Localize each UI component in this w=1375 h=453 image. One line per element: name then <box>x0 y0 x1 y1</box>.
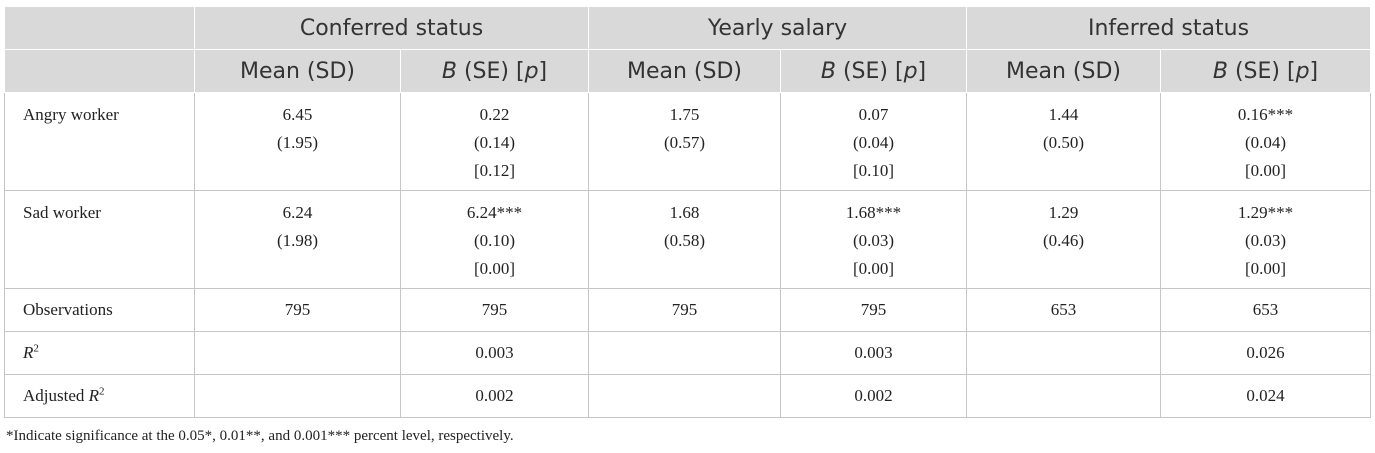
row-label: R2 <box>4 331 195 375</box>
header-b-se-p: B (SE) [p] <box>780 49 968 93</box>
header-yearly-salary: Yearly salary <box>588 6 968 50</box>
row-label: Adjusted R2 <box>4 374 195 418</box>
row-label: Observations <box>4 288 195 332</box>
cell-inferred-mean: 1.44 (0.50) <box>966 92 1162 191</box>
cell-value: 0.002 <box>399 374 590 418</box>
header-b-se-p: B (SE) [p] <box>1160 49 1372 93</box>
table-row-sad-worker: Sad worker 6.24 (1.98) 6.24*** (0.10) [0.00… <box>4 190 1372 289</box>
row-label: Angry worker <box>4 92 195 191</box>
cell-value <box>966 331 1162 375</box>
cell-value <box>194 331 401 375</box>
cell-salary-b: 1.68*** (0.03) [0.00] <box>780 190 968 289</box>
cell-value: 653 <box>966 288 1162 332</box>
cell-value: 795 <box>588 288 782 332</box>
header-mean-sd: Mean (SD) <box>194 49 401 93</box>
table-row-angry-worker: Angry worker 6.45 (1.95) 0.22 (0.14) [0.12]… <box>4 92 1372 191</box>
cell-value: 795 <box>399 288 590 332</box>
cell-inferred-mean: 1.29 (0.46) <box>966 190 1162 289</box>
cell-inferred-b: 0.16*** (0.04) [0.00] <box>1160 92 1372 191</box>
cell-value: 0.024 <box>1160 374 1372 418</box>
cell-value <box>588 331 782 375</box>
header-conferred-status: Conferred status <box>193 6 590 50</box>
cell-conferred-b: 0.22 (0.14) [0.12] <box>399 92 590 191</box>
regression-table: Conferred status Yearly salary Inferred … <box>4 6 1372 418</box>
header-mean-sd: Mean (SD) <box>966 49 1162 93</box>
table-row-r2: R2 0.003 0.003 0.026 <box>4 331 1372 375</box>
row-label: Sad worker <box>4 190 195 289</box>
cell-value <box>966 374 1162 418</box>
cell-conferred-mean: 6.45 (1.95) <box>194 92 401 191</box>
cell-salary-mean: 1.75 (0.57) <box>588 92 782 191</box>
cell-value: 0.002 <box>780 374 968 418</box>
header-inferred-status: Inferred status <box>966 6 1372 50</box>
cell-value: 0.026 <box>1160 331 1372 375</box>
cell-value: 653 <box>1160 288 1372 332</box>
cell-value: 0.003 <box>780 331 968 375</box>
header-b-se-p: B (SE) [p] <box>399 49 590 93</box>
cell-value: 795 <box>194 288 401 332</box>
cell-salary-mean: 1.68 (0.58) <box>588 190 782 289</box>
table-row-adjusted-r2: Adjusted R2 0.002 0.002 0.024 <box>4 374 1372 418</box>
header-empty-2 <box>4 49 195 93</box>
cell-value: 795 <box>780 288 968 332</box>
cell-conferred-b: 6.24*** (0.10) [0.00] <box>399 190 590 289</box>
cell-inferred-b: 1.29*** (0.03) [0.00] <box>1160 190 1372 289</box>
table-footnote: *Indicate significance at the 0.05*, 0.0… <box>6 428 514 444</box>
cell-value <box>194 374 401 418</box>
cell-value <box>588 374 782 418</box>
cell-salary-b: 0.07 (0.04) [0.10] <box>780 92 968 191</box>
cell-value: 0.003 <box>399 331 590 375</box>
header-row-groups: Conferred status Yearly salary Inferred … <box>4 6 1372 50</box>
cell-conferred-mean: 6.24 (1.98) <box>194 190 401 289</box>
header-empty <box>4 6 195 50</box>
table-row-observations: Observations 795 795 795 795 653 653 <box>4 288 1372 332</box>
header-mean-sd: Mean (SD) <box>588 49 782 93</box>
header-row-stats: Mean (SD) B (SE) [p] Mean (SD) B (SE) [p… <box>4 49 1372 93</box>
